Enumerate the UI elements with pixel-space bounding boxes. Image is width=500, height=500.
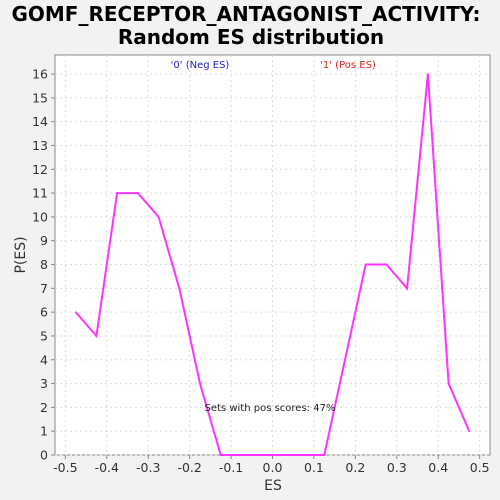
x-tick-label: 0.5 [470,460,490,475]
y-tick-label: 6 [40,305,48,320]
y-tick-label: 4 [40,352,48,367]
y-tick-label: 5 [40,328,48,343]
x-tick-label: 0.2 [345,460,365,475]
x-tick-label: 0.1 [304,460,324,475]
data-point [137,192,139,194]
series-layer [74,73,471,456]
legend-pos-es: '1' (Pos ES) [320,60,376,71]
x-tick-label: -0.5 [53,460,77,475]
data-point [116,192,118,194]
data-point [282,454,284,456]
y-tick-label: 2 [40,400,48,415]
chart-title-line1: GOMF_RECEPTOR_ANTAGONIST_ACTIVITY: [11,2,480,26]
data-point [385,263,388,266]
data-point [178,287,181,290]
y-tick-label: 0 [40,448,48,463]
data-point [468,430,471,432]
y-tick-label: 3 [40,376,48,391]
y-tick-label: 12 [32,162,48,177]
x-tick-label: 0.0 [263,460,283,475]
pos-scores-annotation: Sets with pos scores: 47% [205,403,336,414]
x-axis-label: ES [264,478,282,494]
x-tick-label: 0.4 [428,460,448,475]
x-tick-label: -0.3 [136,460,160,475]
x-tick-label: -0.1 [219,460,243,475]
x-tick-label: 0.3 [387,460,407,475]
y-tick-label: 13 [32,138,48,153]
data-point [323,454,326,456]
data-point [240,454,243,456]
data-point [261,454,263,456]
y-tick-label: 9 [40,233,48,248]
x-tick-label: -0.2 [177,460,201,475]
data-point [406,287,408,290]
legend-neg-es: '0' (Neg ES) [171,60,230,71]
data-point [427,73,429,75]
y-tick-label: 16 [32,67,48,82]
data-point [447,382,450,385]
y-tick-label: 14 [32,114,48,129]
y-tick-label: 15 [32,90,48,105]
chart-title-line2: Random ES distribution [118,25,384,49]
y-tick-label: 10 [32,209,48,224]
data-point [364,263,367,266]
data-point [95,335,98,337]
y-tick-label: 7 [40,281,48,296]
data-point [302,454,305,456]
y-tick-label: 11 [32,186,48,201]
series-line [74,73,471,456]
y-axis-label: P(ES) [13,236,29,273]
y-tick-label: 1 [40,424,48,439]
y-tick-label: 8 [40,257,48,272]
data-point [157,216,160,218]
data-point [74,311,77,313]
data-point [199,382,201,385]
data-point [344,358,346,361]
grid-lines [55,55,490,456]
data-point [219,454,222,456]
x-tick-label: -0.4 [95,460,119,475]
